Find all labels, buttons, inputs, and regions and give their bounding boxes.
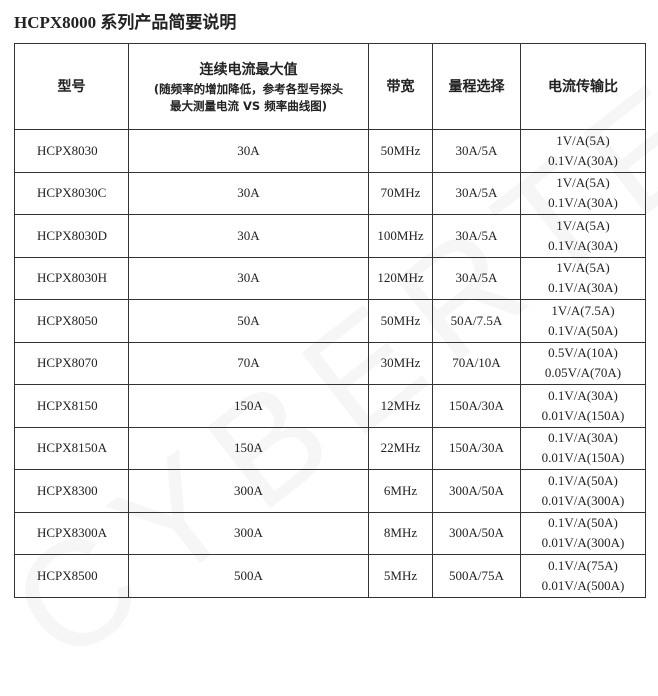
- cell-model: HCPX8050: [14, 299, 129, 343]
- cell-ratio: 0.1V/A(30A) 0.01V/A(150A): [520, 426, 646, 470]
- ratio-value: 0.1V/A(30A): [548, 237, 618, 253]
- cell-ratio: 0.1V/A(50A) 0.01V/A(300A): [520, 511, 646, 555]
- cell-model: HCPX8070: [14, 341, 129, 385]
- ratio-value: 0.01V/A(300A): [541, 492, 625, 508]
- cell-current: 30A: [128, 129, 369, 173]
- ratio-value: 0.1V/A(30A): [548, 152, 618, 168]
- ratio-value: 0.1V/A(30A): [548, 430, 618, 446]
- cell-current: 500A: [128, 554, 369, 598]
- cell-bandwidth: 30MHz: [368, 341, 433, 385]
- cell-bandwidth: 70MHz: [368, 171, 433, 215]
- ratio-value: 0.1V/A(50A): [548, 322, 618, 338]
- ratio-value: 0.01V/A(150A): [541, 450, 625, 466]
- ratio-value: 0.1V/A(30A): [548, 195, 618, 211]
- cell-range: 150A/30A: [432, 426, 521, 470]
- table-row: HCPX8150 150A 12MHz 150A/30A 0.1V/A(30A) 0.01…: [14, 384, 646, 428]
- ratio-value: 0.1V/A(50A): [548, 515, 618, 531]
- table-row: HCPX8030H 30A 120MHz 30A/5A 1V/A(5A) 0.1V/A(3…: [14, 256, 646, 300]
- cell-ratio: 0.5V/A(10A) 0.05V/A(70A): [520, 341, 646, 385]
- cell-model: HCPX8030D: [14, 214, 129, 258]
- table-row: HCPX8030C 30A 70MHz 30A/5A 1V/A(5A) 0.1V/A(30…: [14, 171, 646, 215]
- cell-range: 150A/30A: [432, 384, 521, 428]
- cell-model: HCPX8150A: [14, 426, 129, 470]
- cell-model: HCPX8500: [14, 554, 129, 598]
- cell-ratio: 0.1V/A(50A) 0.01V/A(300A): [520, 469, 646, 513]
- header-model: 型号: [14, 43, 129, 130]
- cell-current: 150A: [128, 384, 369, 428]
- table-row: HCPX8030 30A 50MHz 30A/5A 1V/A(5A) 0.1V/A(30A…: [14, 129, 646, 173]
- ratio-value: 1V/A(5A): [556, 132, 610, 148]
- cell-range: 300A/50A: [432, 469, 521, 513]
- cell-current: 30A: [128, 171, 369, 215]
- cell-current: 30A: [128, 256, 369, 300]
- cell-range: 30A/5A: [432, 129, 521, 173]
- cell-model: HCPX8150: [14, 384, 129, 428]
- header-range: 量程选择: [432, 43, 521, 130]
- ratio-value: 1V/A(5A): [556, 260, 610, 276]
- ratio-value: 0.05V/A(70A): [544, 365, 622, 381]
- cell-ratio: 0.1V/A(30A) 0.01V/A(150A): [520, 384, 646, 428]
- cell-bandwidth: 12MHz: [368, 384, 433, 428]
- cell-bandwidth: 120MHz: [368, 256, 433, 300]
- cell-bandwidth: 8MHz: [368, 511, 433, 555]
- ratio-value: 1V/A(5A): [556, 175, 610, 191]
- table-row: HCPX8070 70A 30MHz 70A/10A 0.5V/A(10A) 0.05V/…: [14, 341, 646, 385]
- cell-range: 500A/75A: [432, 554, 521, 598]
- ratio-value: 0.1V/A(50A): [548, 472, 618, 488]
- cell-range: 30A/5A: [432, 171, 521, 215]
- cell-bandwidth: 50MHz: [368, 299, 433, 343]
- cell-bandwidth: 22MHz: [368, 426, 433, 470]
- ratio-value: 0.01V/A(300A): [541, 535, 625, 551]
- header-ratio: 电流传输比: [520, 43, 646, 130]
- ratio-value: 0.5V/A(10A): [548, 345, 618, 361]
- page-title: HCPX8000 系列产品简要说明: [14, 13, 237, 32]
- table-row: HCPX8300 300A 6MHz 300A/50A 0.1V/A(50A) 0.01V…: [14, 469, 646, 513]
- ratio-value: 1V/A(5A): [556, 217, 610, 233]
- cell-ratio: 1V/A(5A) 0.1V/A(30A): [520, 171, 646, 215]
- cell-current: 30A: [128, 214, 369, 258]
- ratio-value: 0.01V/A(150A): [541, 407, 625, 423]
- cell-bandwidth: 100MHz: [368, 214, 433, 258]
- cell-current: 300A: [128, 511, 369, 555]
- cell-current: 150A: [128, 426, 369, 470]
- cell-range: 70A/10A: [432, 341, 521, 385]
- cell-model: HCPX8030H: [14, 256, 129, 300]
- table-row: HCPX8500 500A 5MHz 500A/75A 0.1V/A(75A) 0.01V…: [14, 554, 646, 598]
- cell-model: HCPX8300: [14, 469, 129, 513]
- cell-bandwidth: 5MHz: [368, 554, 433, 598]
- cell-model: HCPX8030C: [14, 171, 129, 215]
- header-current: 连续电流最大值 (随频率的增加降低，参考各型号探头 最大测量电流 VS 频率曲线…: [128, 43, 369, 130]
- header-row: 型号 连续电流最大值 (随频率的增加降低，参考各型号探头 最大测量电流 VS 频…: [14, 43, 646, 130]
- cell-range: 30A/5A: [432, 256, 521, 300]
- cell-ratio: 0.1V/A(75A) 0.01V/A(500A): [520, 554, 646, 598]
- header-bandwidth: 带宽: [368, 43, 433, 130]
- ratio-value: 0.1V/A(30A): [548, 280, 618, 296]
- ratio-value: 0.01V/A(500A): [541, 577, 625, 593]
- cell-current: 50A: [128, 299, 369, 343]
- cell-ratio: 1V/A(7.5A) 0.1V/A(50A): [520, 299, 646, 343]
- cell-range: 50A/7.5A: [432, 299, 521, 343]
- ratio-value: 1V/A(7.5A): [551, 302, 615, 318]
- product-table: 型号 连续电流最大值 (随频率的增加降低，参考各型号探头 最大测量电流 VS 频…: [14, 43, 646, 598]
- cell-bandwidth: 6MHz: [368, 469, 433, 513]
- cell-model: HCPX8030: [14, 129, 129, 173]
- table-row: HCPX8300A 300A 8MHz 300A/50A 0.1V/A(50A) 0.01…: [14, 511, 646, 555]
- cell-range: 30A/5A: [432, 214, 521, 258]
- cell-model: HCPX8300A: [14, 511, 129, 555]
- cell-current: 300A: [128, 469, 369, 513]
- cell-ratio: 1V/A(5A) 0.1V/A(30A): [520, 129, 646, 173]
- ratio-value: 0.1V/A(30A): [548, 387, 618, 403]
- cell-ratio: 1V/A(5A) 0.1V/A(30A): [520, 256, 646, 300]
- table-row: HCPX8050 50A 50MHz 50A/7.5A 1V/A(7.5A) 0.1V/A…: [14, 299, 646, 343]
- cell-current: 70A: [128, 341, 369, 385]
- cell-ratio: 1V/A(5A) 0.1V/A(30A): [520, 214, 646, 258]
- cell-range: 300A/50A: [432, 511, 521, 555]
- table-row: HCPX8030D 30A 100MHz 30A/5A 1V/A(5A) 0.1V/A(3…: [14, 214, 646, 258]
- cell-bandwidth: 50MHz: [368, 129, 433, 173]
- table-row: HCPX8150A 150A 22MHz 150A/30A 0.1V/A(30A) 0.0…: [14, 426, 646, 470]
- ratio-value: 0.1V/A(75A): [548, 557, 618, 573]
